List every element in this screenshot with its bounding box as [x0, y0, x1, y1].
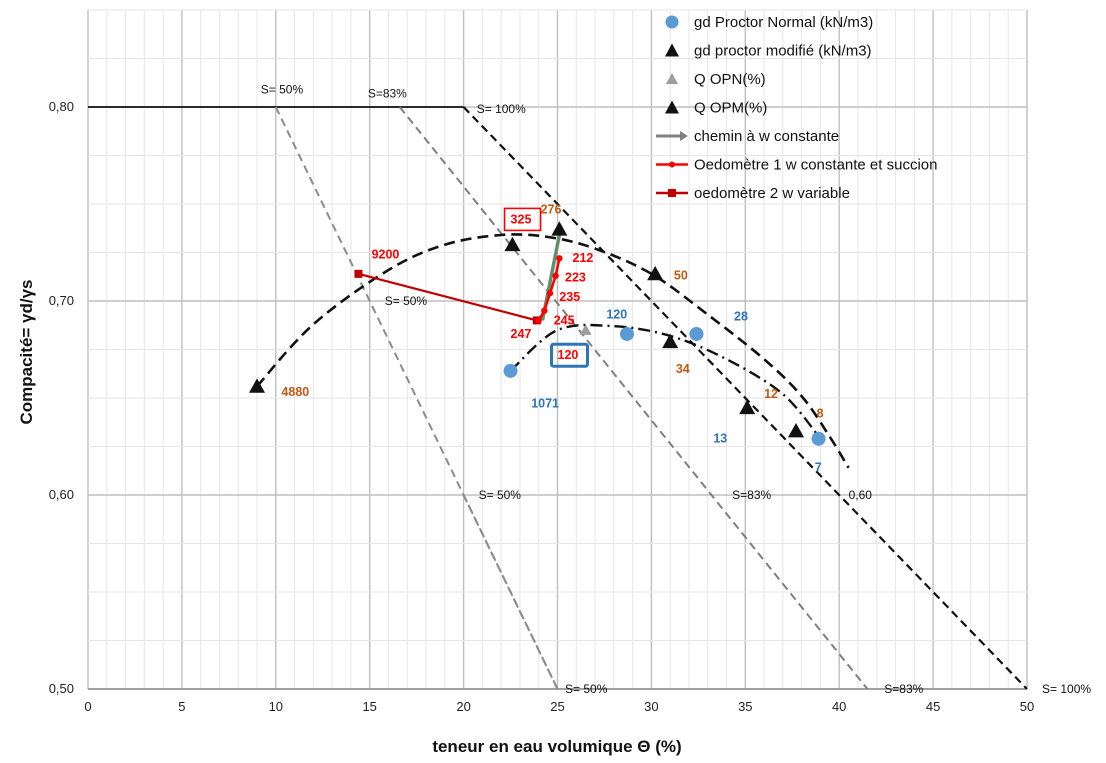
saturation-83-line [398, 106, 869, 690]
saturation-label: S= 50% [565, 682, 608, 696]
saturation-label: S= 50% [479, 488, 522, 502]
value-label: 235 [559, 290, 580, 304]
value-label-box [503, 207, 542, 232]
saturation-label: S=83% [884, 682, 923, 696]
data-series [249, 221, 826, 446]
x-tick-label: 25 [550, 699, 564, 714]
y-tick-label: 0,50 [49, 681, 74, 696]
legend-label: Oedomètre 1 w constante et succion [694, 157, 937, 174]
y-axis-title: Compacité= γd/γs [17, 279, 36, 424]
proctor-modifie-point [647, 265, 664, 281]
value-label: 120 [606, 307, 627, 321]
oedometre-1-point [556, 255, 563, 262]
value-label: 7 [815, 461, 822, 475]
oedometre-1-point [541, 307, 548, 314]
value-label: 247 [511, 327, 532, 341]
saturation-label: 0,60 [849, 488, 873, 502]
y-tick-label: 0,70 [49, 293, 74, 308]
legend-marker-darkred-square [668, 189, 676, 197]
value-label: 120 [558, 348, 579, 362]
y-tick-label: 0,80 [49, 99, 74, 114]
saturation-label: S= 50% [385, 294, 428, 308]
saturation-label: S=83% [732, 488, 771, 502]
value-label: 34 [676, 362, 690, 376]
value-label: 276 [541, 203, 562, 217]
x-tick-label: 15 [362, 699, 376, 714]
value-label: 12 [764, 387, 778, 401]
y-tick-label: 0,60 [49, 487, 74, 502]
value-label: 9200 [372, 247, 400, 261]
grid [87, 9, 1028, 690]
oedometre-1-point [535, 317, 542, 324]
annotations: S= 50% S=83% S= 100% S= 50% S= 50% S= 50% S=83… [261, 82, 1092, 695]
x-tick-label: 5 [178, 699, 185, 714]
oedometre-1-point [552, 272, 559, 279]
saturation-50-line-lower [462, 494, 559, 690]
x-tick-label: 45 [926, 699, 940, 714]
axis-ticks: 0 5 10 15 20 25 30 35 40 45 50 0,50 0,60 0,70 0,80 [49, 99, 1035, 714]
saturation-label: S= 100% [1042, 682, 1091, 696]
value-label: 245 [554, 313, 575, 327]
proctor-modifie-point [249, 378, 266, 393]
x-tick-label: 20 [456, 699, 470, 714]
saturation-label: S=83% [368, 86, 407, 100]
value-label: 50 [674, 269, 688, 283]
proctor-normal-point [811, 431, 826, 446]
x-tick-label: 40 [832, 699, 846, 714]
oedometre-2-point [354, 269, 363, 278]
value-label: 223 [565, 271, 586, 285]
legend-marker-triangle [665, 43, 679, 57]
legend-marker-triangle [665, 100, 679, 114]
oedometre-2-line [358, 272, 538, 322]
value-label: 8 [817, 406, 824, 420]
x-tick-label: 35 [738, 699, 752, 714]
x-axis-title: teneur en eau volumique Θ (%) [432, 737, 681, 756]
legend-label: gd proctor modifié (kN/m3) [694, 43, 872, 60]
proctor-normal-point [503, 363, 518, 378]
proctor-normal-point [689, 326, 704, 341]
legend-label: Q OPM(%) [694, 100, 767, 117]
x-tick-label: 0 [84, 699, 91, 714]
legend-marker-triangle-gray [666, 73, 678, 84]
value-label: 13 [713, 432, 727, 446]
proctor-modifie-point [504, 236, 521, 252]
legend-marker-circle [665, 15, 679, 29]
value-label-box [550, 342, 589, 368]
oedometre-1-point [546, 290, 554, 297]
legend-marker-red-dot [669, 161, 675, 168]
proctor-modifie-point [662, 333, 679, 349]
x-tick-label: 30 [644, 699, 658, 714]
saturation-label: S= 100% [477, 102, 526, 116]
legend-label: gd Proctor Normal (kN/m3) [694, 14, 873, 31]
legend-label: Q OPN(%) [694, 71, 766, 88]
legend-label: oedomètre 2 w variable [694, 185, 850, 202]
saturation-label: S= 50% [261, 82, 304, 96]
q-opn-point [579, 324, 592, 335]
value-label: 4880 [281, 385, 309, 399]
proctor-normal-point [619, 326, 634, 341]
legend-marker-arrow-head [680, 131, 688, 141]
x-tick-label: 50 [1020, 699, 1034, 714]
legend: gd Proctor Normal (kN/m3) gd proctor modi… [656, 14, 937, 202]
legend-label: chemin à w constante [694, 128, 839, 145]
x-tick-label: 10 [269, 699, 283, 714]
proctor-modifie-point [551, 221, 568, 236]
proctor-modifie-point [739, 399, 756, 415]
saturation-100-line [462, 106, 1028, 690]
value-label: 212 [573, 251, 594, 265]
value-label: 325 [511, 212, 532, 226]
value-label: 28 [734, 309, 748, 323]
proctor-modifie-point [788, 422, 805, 438]
value-label: 1071 [531, 397, 559, 411]
